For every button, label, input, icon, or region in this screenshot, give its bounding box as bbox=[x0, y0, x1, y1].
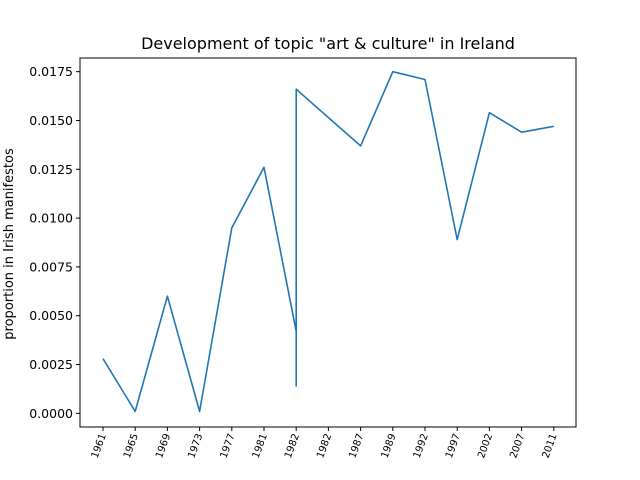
x-tick-label: 2011 bbox=[541, 432, 560, 460]
x-tick-label: 1982 bbox=[315, 432, 334, 460]
y-tick-label: 0.0125 bbox=[29, 162, 73, 177]
y-tick-label: 0.0075 bbox=[29, 259, 73, 274]
y-tick-label: 0.0050 bbox=[29, 308, 73, 323]
x-axis: 1961 1965 1969 1973 1977 1981 1982 1982 1987 1989… bbox=[90, 427, 560, 460]
y-tick-label: 0.0150 bbox=[29, 113, 73, 128]
x-tick-label: 1977 bbox=[219, 432, 238, 460]
y-tick-label: 0.0025 bbox=[29, 357, 73, 372]
x-tick-label: 1973 bbox=[186, 432, 205, 460]
x-tick-label: 1981 bbox=[251, 432, 270, 460]
x-tick-label: 1969 bbox=[154, 432, 173, 460]
x-tick-label: 1997 bbox=[444, 432, 463, 460]
x-tick-label: 1992 bbox=[412, 432, 431, 460]
x-tick-label: 1982 bbox=[283, 432, 302, 460]
x-tick-label: 1965 bbox=[122, 432, 141, 460]
x-tick-label: 2002 bbox=[476, 432, 495, 460]
chart-title: Development of topic "art & culture" in … bbox=[141, 34, 515, 53]
series-group bbox=[102, 70, 554, 413]
y-tick-label: 0.0100 bbox=[29, 211, 73, 226]
y-tick-label: 0.0175 bbox=[29, 64, 73, 79]
x-tick-label: 1961 bbox=[90, 432, 109, 460]
plot-area-frame bbox=[79, 57, 577, 428]
y-tick-label: 0.0000 bbox=[29, 406, 73, 421]
y-axis-label: proportion in Irish manifestos bbox=[2, 148, 17, 340]
x-tick-label: 1987 bbox=[347, 432, 366, 460]
series-line bbox=[102, 70, 554, 413]
y-axis: 0.0000 0.0025 0.0050 0.0075 0.0100 0.0125 0.01… bbox=[29, 64, 80, 421]
x-tick-label: 1989 bbox=[380, 432, 399, 460]
x-tick-label: 2007 bbox=[508, 432, 527, 460]
